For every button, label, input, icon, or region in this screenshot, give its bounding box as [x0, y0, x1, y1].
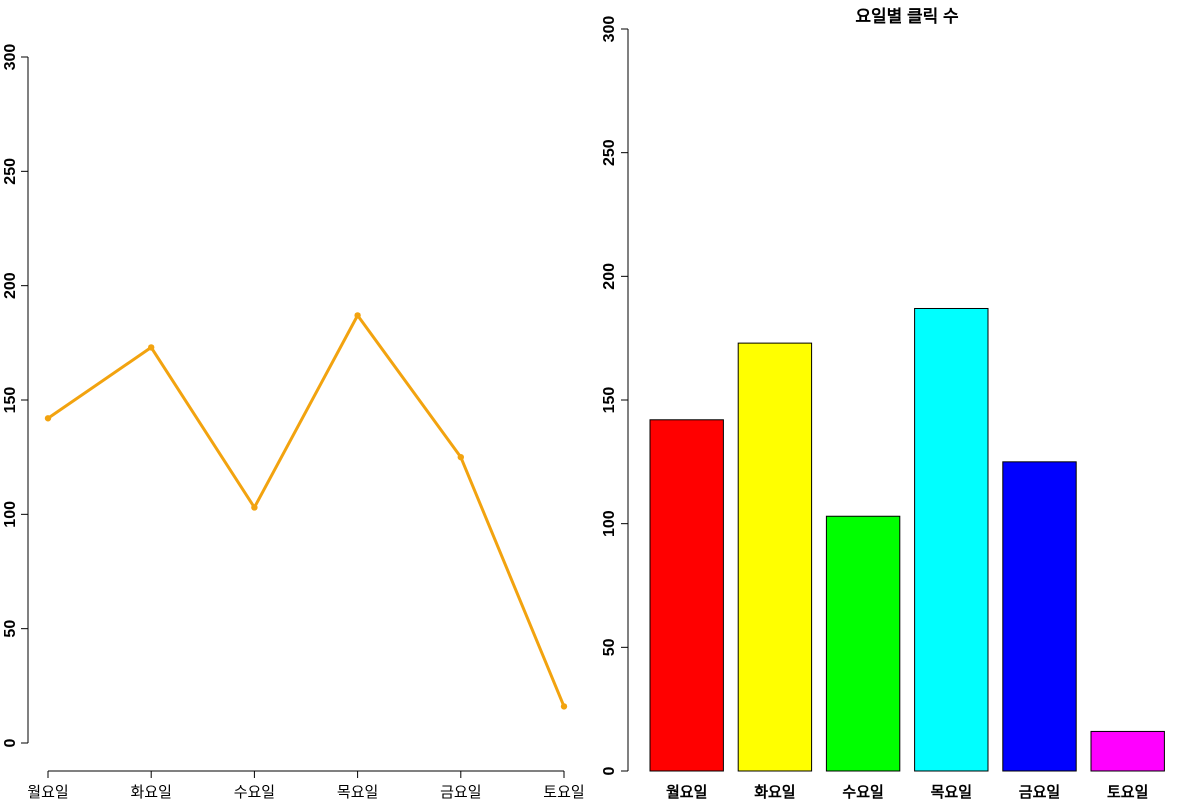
- line-chart-series-line: [47, 313, 566, 707]
- line-chart-x-tick-label: 월요일: [27, 784, 68, 800]
- line-chart-x-ticks: 월요일 화요일 수요일 목요일 금요일 토요일: [27, 771, 585, 800]
- line-chart-x-tick-label: 목요일: [337, 784, 378, 800]
- line-chart-y-tick-label: 150: [2, 387, 19, 414]
- line-chart-point: [44, 415, 52, 422]
- line-chart-y-tick-label: 50: [2, 620, 19, 638]
- line-chart-point: [148, 344, 155, 351]
- line-chart-y-ticks: 0 50 100 150 200 250 300: [2, 44, 28, 747]
- line-chart-y-tick-label: 250: [2, 158, 19, 185]
- bar-chart-title: 요일별 클릭 수: [855, 7, 959, 26]
- bar-chart-y-tick-label: 50: [601, 638, 618, 656]
- line-chart-point: [560, 703, 568, 710]
- bar-chart-y-tick-label: 100: [601, 510, 618, 537]
- line-chart-x-tick-label: 화요일: [130, 784, 171, 800]
- bar-chart-x-label: 화요일: [754, 784, 795, 800]
- line-chart-point: [457, 453, 464, 461]
- bar-chart-bars: [649, 307, 1165, 772]
- bar-chart-x-label: 월요일: [666, 784, 707, 800]
- bar-chart-y-tick-label: 150: [601, 387, 618, 414]
- bar-chart-x-labels: 월요일 화요일 수요일 목요일 금요일 토요일: [666, 784, 1148, 800]
- bar-chart: 요일별 클릭 수 0 50 100 150 200 250 300 월요일 화요일 수요일 목요일…: [601, 7, 1165, 800]
- line-chart-point: [354, 312, 361, 319]
- bar-chart-y-tick-label: 200: [601, 263, 618, 290]
- line-chart-x-tick-label: 금요일: [440, 784, 481, 800]
- line-chart-y-tick-label: 100: [2, 501, 19, 528]
- bar-chart-bar: [825, 515, 901, 772]
- line-chart-y-tick-label: 300: [2, 44, 19, 71]
- bar-chart-y-tick-label: 300: [601, 16, 618, 43]
- bar-chart-bar: [1090, 730, 1165, 772]
- line-chart: 0 50 100 150 200 250 300 월요일 화요일 수요일 목요일 금요일 토요일: [2, 44, 585, 800]
- bar-chart-x-label: 목요일: [931, 784, 972, 800]
- bar-chart-y-tick-label: 250: [601, 139, 618, 166]
- bar-chart-bar: [1002, 461, 1077, 772]
- line-chart-x-tick-label: 수요일: [234, 784, 275, 800]
- line-chart-y-tick-label: 200: [2, 272, 19, 299]
- line-chart-x-tick-label: 토요일: [543, 784, 584, 800]
- bar-chart-y-tick-label: 0: [601, 766, 618, 775]
- bar-chart-x-label: 금요일: [1019, 784, 1060, 800]
- bar-chart-x-label: 수요일: [842, 784, 883, 800]
- line-chart-point: [251, 504, 258, 511]
- line-chart-y-tick-label: 0: [2, 738, 19, 747]
- bar-chart-x-label: 토요일: [1107, 784, 1148, 800]
- bar-chart-y-ticks: 0 50 100 150 200 250 300: [601, 16, 628, 775]
- bar-chart-bar: [649, 419, 724, 772]
- line-chart-series: [44, 312, 568, 710]
- bar-chart-bar: [914, 307, 989, 772]
- bar-chart-bar: [737, 342, 813, 772]
